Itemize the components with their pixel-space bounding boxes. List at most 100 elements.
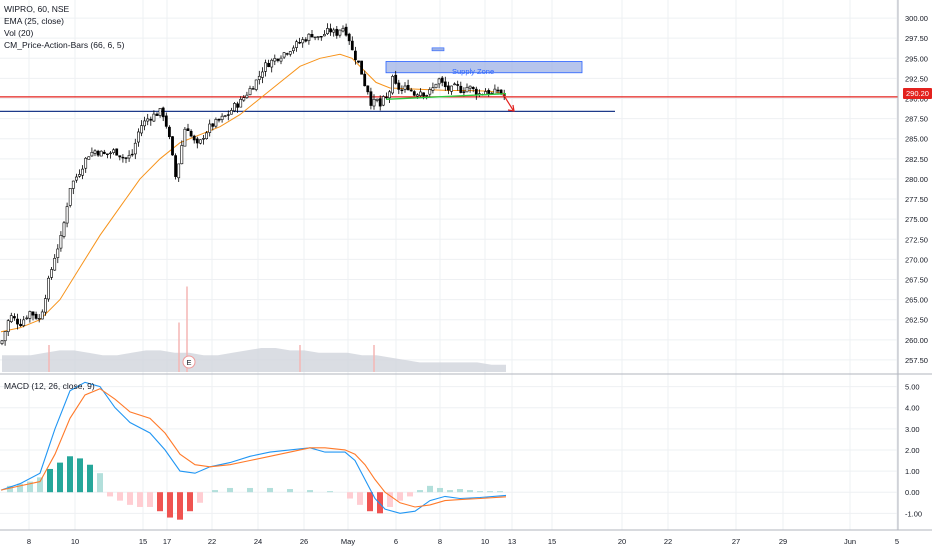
candle-body <box>397 82 401 90</box>
histogram-bar <box>147 492 153 507</box>
macd-tick-label: 5.00 <box>905 383 920 392</box>
histogram-bar <box>197 492 203 503</box>
time-tick-label: 26 <box>300 537 308 546</box>
candle-body <box>443 81 447 88</box>
candle-body <box>270 59 274 68</box>
candle-body <box>84 157 88 169</box>
histogram-bar <box>307 490 313 493</box>
price-tick-label: 285.00 <box>905 135 928 144</box>
candle-body <box>140 125 143 134</box>
supply-zone-box <box>385 61 583 74</box>
candle-body <box>152 113 156 122</box>
candle-body <box>369 91 373 106</box>
candle-body <box>254 79 258 90</box>
candle-body <box>422 92 426 97</box>
candle-body <box>0 340 4 344</box>
candle-body <box>295 41 298 48</box>
candle-body <box>288 51 292 55</box>
candle-body <box>446 85 450 91</box>
candle-body <box>25 317 29 320</box>
candle-body <box>87 156 91 160</box>
candle-body <box>360 60 364 75</box>
candle-body <box>43 298 47 313</box>
histogram-bar <box>327 491 333 493</box>
candle-body <box>453 83 457 86</box>
price-tick-label: 280.00 <box>905 175 928 184</box>
time-tick-label: 10 <box>481 537 489 546</box>
candle-body <box>223 115 227 117</box>
candle-body <box>3 331 7 342</box>
price-levels <box>0 96 898 112</box>
supply-zone: Supply Zone <box>385 47 583 76</box>
volume-series: E <box>2 286 506 372</box>
time-tick-label: 15 <box>139 537 147 546</box>
ema-legend: EMA (25, close) <box>4 16 64 26</box>
candle-body <box>406 85 410 91</box>
chart-title: WIPRO, 60, NSE <box>4 4 70 14</box>
candle-body <box>19 323 23 327</box>
candle-body <box>171 136 174 156</box>
candle-body <box>68 188 72 206</box>
histogram-bar <box>437 487 443 493</box>
earnings-marker-label: E <box>186 358 191 367</box>
histogram-bar <box>467 490 473 493</box>
candle-body <box>276 58 280 61</box>
candle-body <box>37 318 41 320</box>
candles <box>0 23 506 346</box>
candle-body <box>437 78 441 85</box>
candle-body <box>118 155 122 158</box>
macd-tick-label: -1.00 <box>905 509 922 518</box>
macd-tick-label: 0.00 <box>905 488 920 497</box>
price-tick-label: 270.00 <box>905 255 928 264</box>
candle-body <box>47 277 50 300</box>
candle-body <box>428 89 432 95</box>
histogram-bar <box>67 456 73 493</box>
candle-body <box>115 148 119 156</box>
candle-body <box>158 108 162 116</box>
time-tick-label: 24 <box>254 537 262 546</box>
macd-pane <box>0 381 507 520</box>
candle-body <box>347 33 351 42</box>
histogram-bar <box>97 473 103 493</box>
current-price-tag: 290.20 <box>903 88 932 99</box>
candle-body <box>205 132 209 140</box>
candle-body <box>146 118 150 122</box>
time-tick-label: 5 <box>895 537 899 546</box>
histogram-bar <box>117 492 123 501</box>
histogram-bar <box>127 492 133 505</box>
price-tick-label: 282.50 <box>905 155 928 164</box>
candle-body <box>53 257 57 271</box>
histogram-bar <box>17 483 23 493</box>
candle-body <box>127 155 131 159</box>
candle-body <box>121 156 125 159</box>
histogram-bar <box>167 492 173 518</box>
time-tick-label: 20 <box>618 537 626 546</box>
macd-tick-label: 1.00 <box>905 467 920 476</box>
candle-body <box>487 90 491 95</box>
histogram-bar <box>47 468 53 493</box>
price-tick-label: 297.50 <box>905 34 928 43</box>
price-tick-label: 272.50 <box>905 235 928 244</box>
candle-body <box>143 120 147 127</box>
candle-body <box>109 152 112 155</box>
candle-body <box>214 119 218 127</box>
trendline <box>385 93 515 112</box>
histogram-bar <box>357 492 363 505</box>
down-arrow <box>502 93 515 112</box>
candle-body <box>326 28 329 34</box>
candle-body <box>65 206 69 224</box>
price-tick-label: 287.50 <box>905 115 928 124</box>
candle-body <box>381 96 385 106</box>
candle-body <box>291 47 295 52</box>
price-tick-label: 290.00 <box>905 95 928 104</box>
candle-body <box>62 222 66 237</box>
candle-body <box>130 153 134 156</box>
candle-body <box>149 118 153 121</box>
candle-body <box>226 114 230 116</box>
candle-body <box>133 142 137 155</box>
time-tick-label: 15 <box>548 537 556 546</box>
price-tick-label: 265.00 <box>905 296 928 305</box>
candle-body <box>307 33 311 41</box>
candle-body <box>400 89 404 92</box>
